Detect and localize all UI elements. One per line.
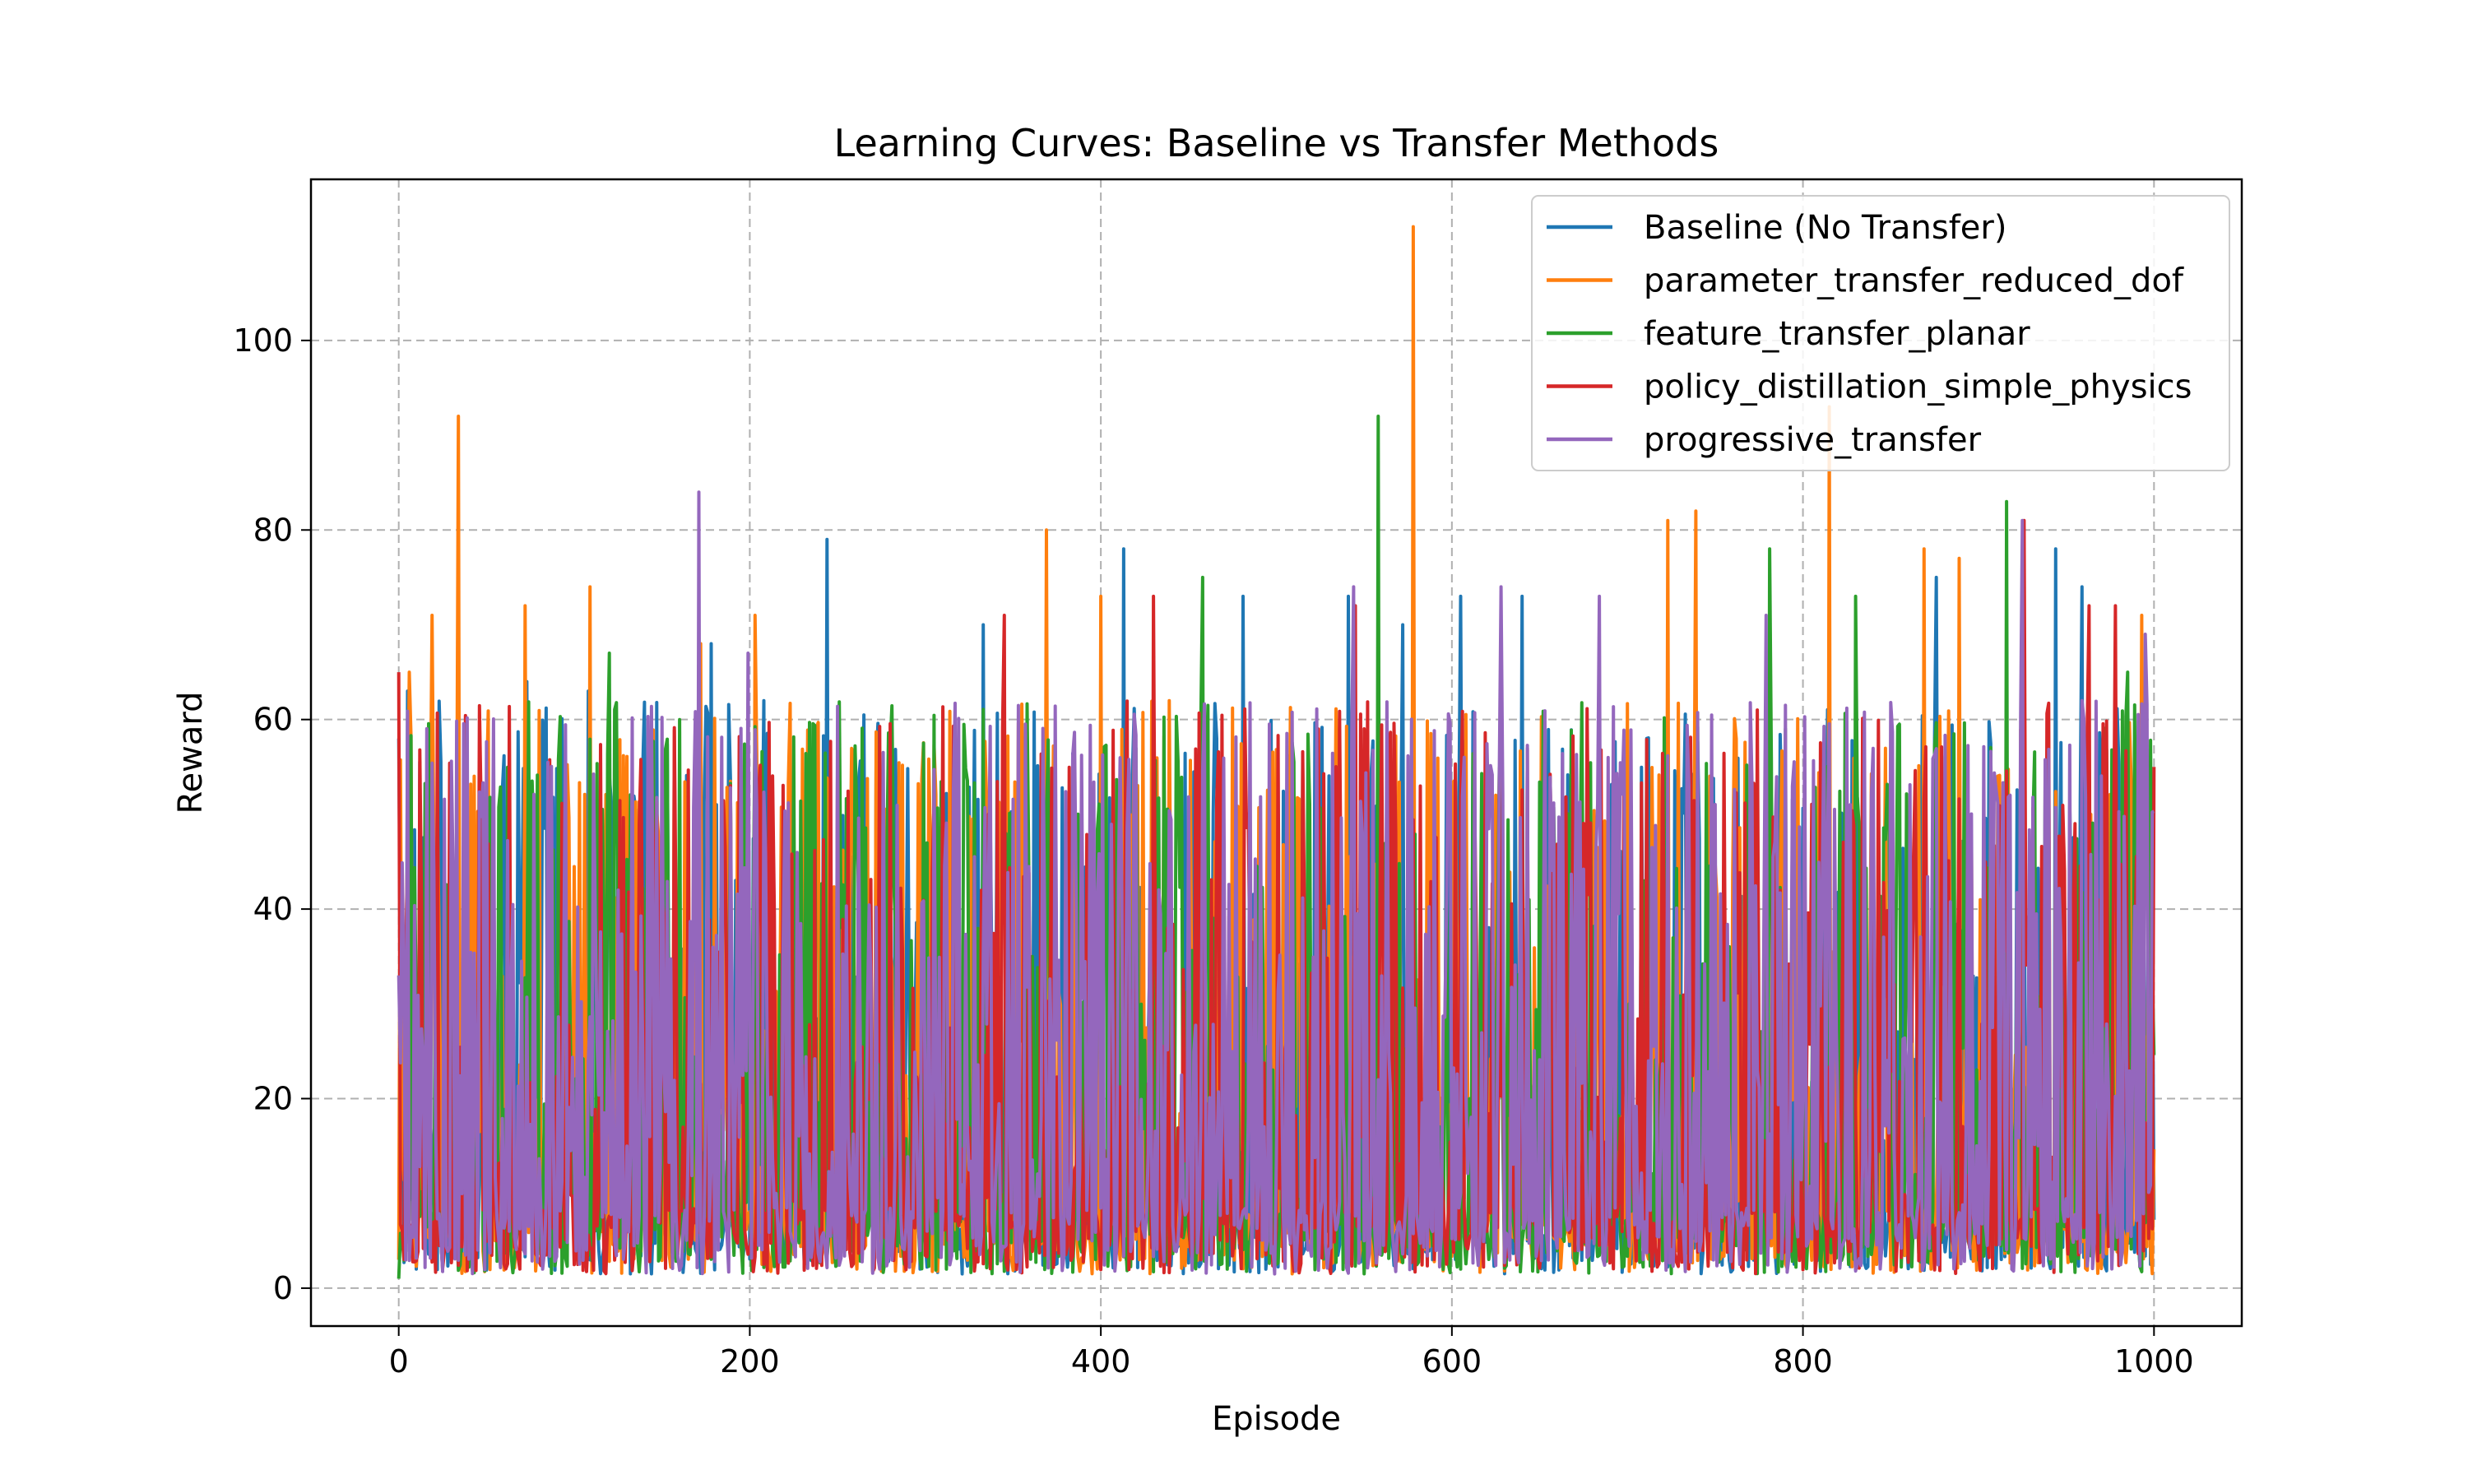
legend-label: policy_distillation_simple_physics (1644, 369, 2192, 406)
x-tick-label: 200 (720, 1343, 780, 1380)
axis-ticks: 0 200 400 600 800 1000 0 20 40 60 80 100 (233, 322, 2193, 1380)
x-tick-label: 400 (1071, 1343, 1131, 1380)
y-tick-label: 40 (253, 891, 293, 927)
legend: Baseline (No Transfer) parameter_transfer… (1531, 195, 2230, 471)
y-tick-label: 100 (233, 322, 293, 359)
y-tick-label: 80 (253, 512, 293, 548)
legend-label: progressive_transfer (1644, 421, 1982, 459)
x-tick-label: 1000 (2114, 1343, 2194, 1380)
legend-box (1531, 195, 2230, 471)
x-axis-label: Episode (1212, 1400, 1341, 1438)
x-tick-label: 0 (389, 1343, 409, 1380)
plot-series (397, 225, 2156, 1279)
plot-frame (309, 178, 2243, 1328)
x-tick-label: 600 (1422, 1343, 1482, 1380)
chart-title: Learning Curves: Baseline vs Transfer Me… (834, 121, 1719, 165)
legend-label: feature_transfer_planar (1644, 315, 2030, 353)
y-tick-label: 20 (253, 1081, 293, 1117)
legend-label: Baseline (No Transfer) (1644, 209, 2006, 247)
series-line (397, 490, 2155, 1276)
x-tick-label: 800 (1773, 1343, 1833, 1380)
y-tick-label: 0 (273, 1270, 293, 1306)
y-axis-label: Reward (172, 692, 210, 814)
legend-label: parameter_transfer_reduced_dof (1644, 262, 2184, 300)
y-tick-label: 60 (253, 702, 293, 738)
